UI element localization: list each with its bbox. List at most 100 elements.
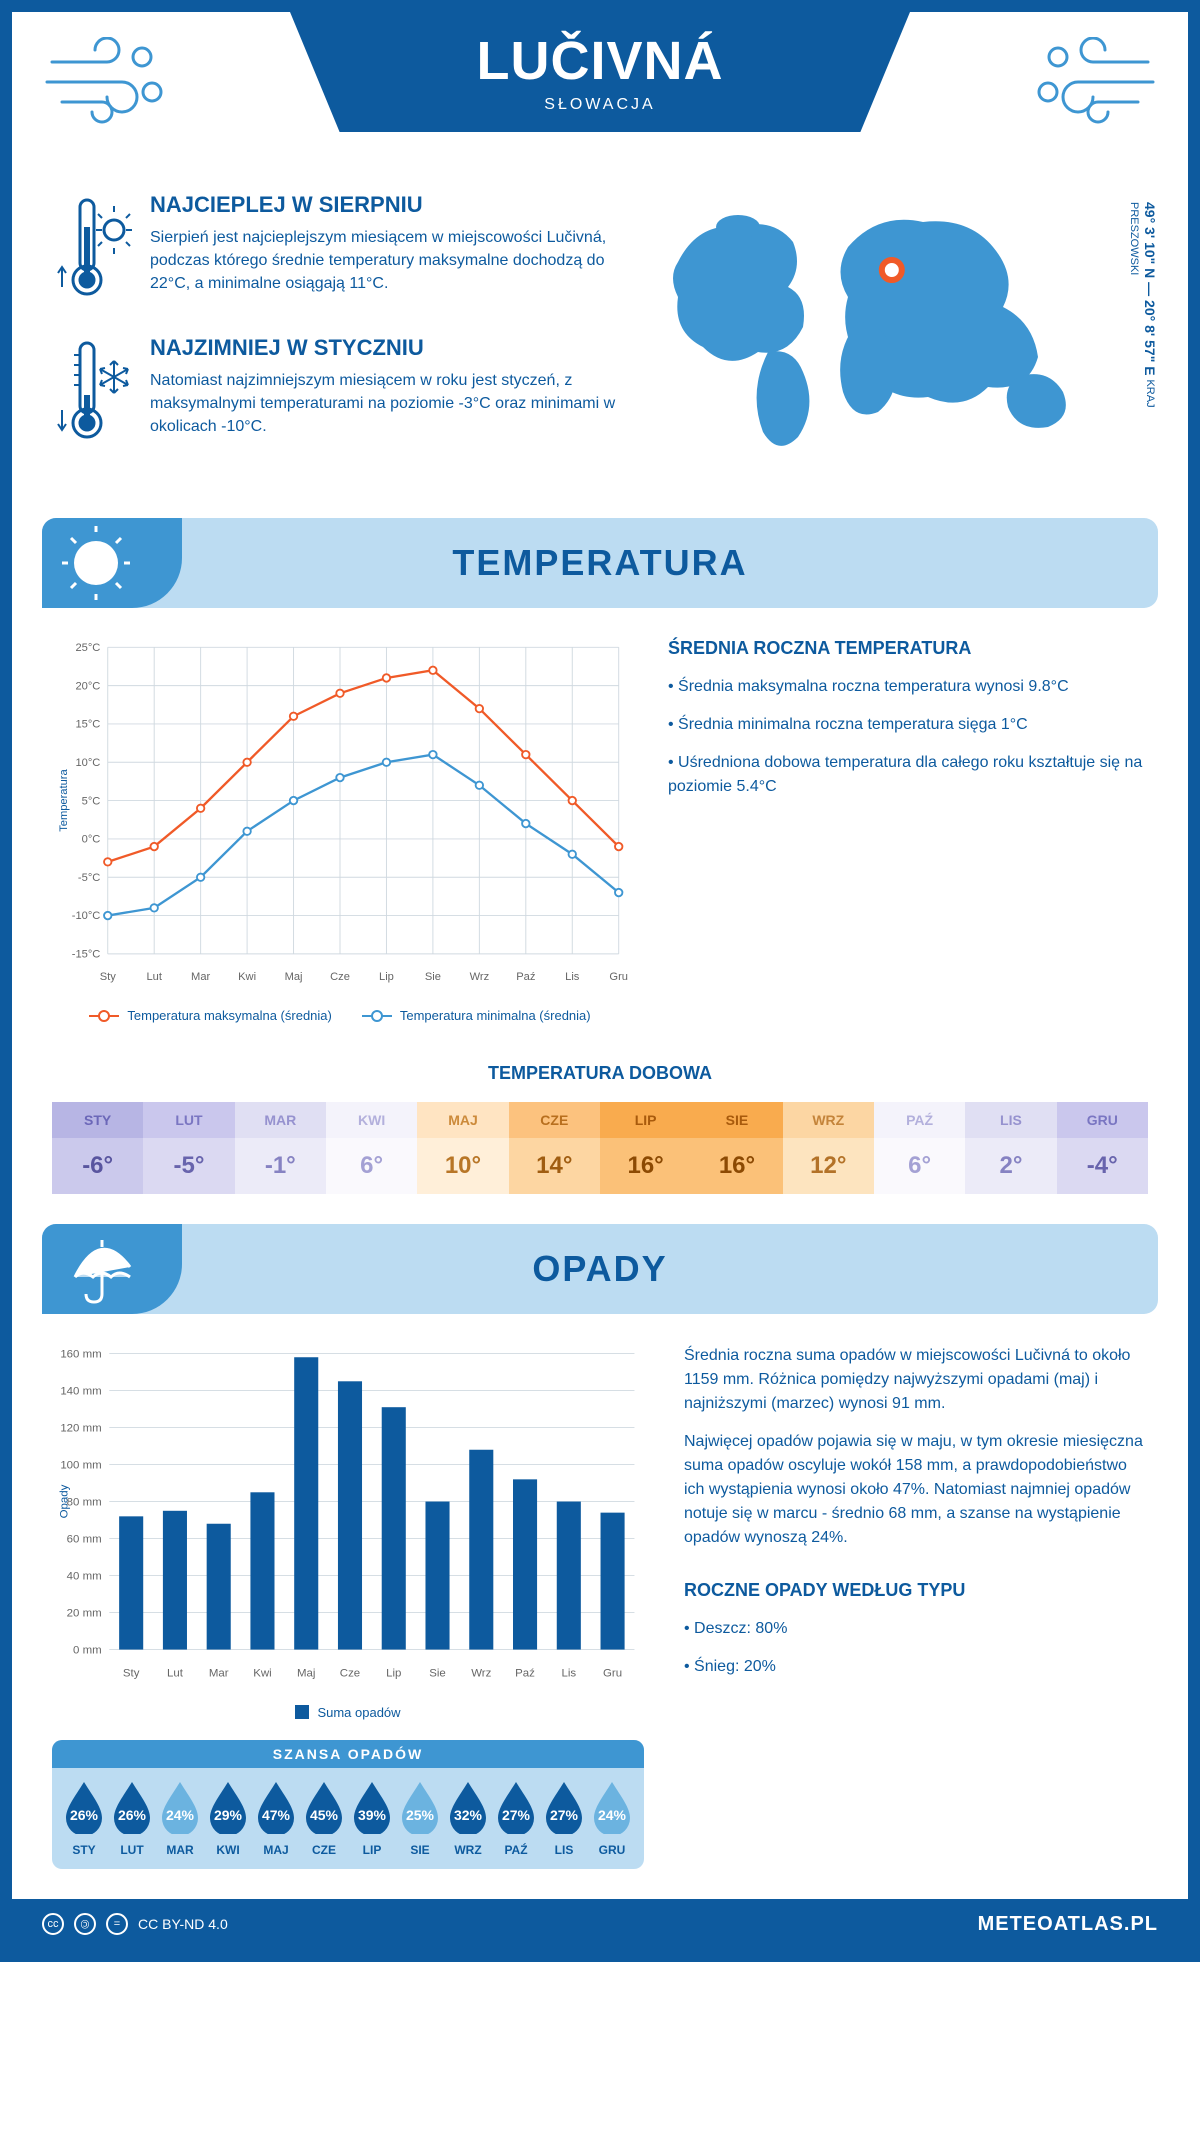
svg-text:Sty: Sty	[100, 971, 117, 983]
precip-legend-label: Suma opadów	[317, 1705, 400, 1720]
svg-text:25%: 25%	[406, 1807, 435, 1823]
footer: cc 🄯 = CC BY-ND 4.0 METEOATLAS.PL	[12, 1899, 1188, 1950]
svg-text:Sie: Sie	[425, 971, 441, 983]
drop-icon: 27%	[542, 1780, 586, 1834]
svg-text:Opady: Opady	[58, 1484, 70, 1518]
fact-hot-title: NAJCIEPLEJ W SIERPNIU	[150, 192, 618, 218]
types-title: ROCZNE OPADY WEDŁUG TYPU	[684, 1580, 1148, 1601]
svg-text:15°C: 15°C	[75, 719, 100, 731]
svg-text:60 mm: 60 mm	[67, 1533, 102, 1545]
month-cell: GRU -4°	[1057, 1102, 1148, 1194]
title-banner: LUČIVNÁ SŁOWACJA	[290, 12, 910, 132]
svg-text:Cze: Cze	[330, 971, 350, 983]
svg-text:27%: 27%	[550, 1807, 579, 1823]
svg-text:Maj: Maj	[285, 971, 303, 983]
precip-p2: Najwięcej opadów pojawia się w maju, w t…	[684, 1430, 1148, 1550]
precip-summary: Średnia roczna suma opadów w miejscowośc…	[684, 1344, 1148, 1869]
drop-icon: 26%	[62, 1780, 106, 1834]
svg-text:Lut: Lut	[146, 971, 162, 983]
drop-cell: 39% LIP	[350, 1780, 394, 1857]
svg-text:24%: 24%	[166, 1807, 195, 1823]
cc-icon: cc	[42, 1913, 64, 1935]
location-marker-icon	[882, 260, 902, 280]
chance-title: SZANSA OPADÓW	[52, 1740, 644, 1768]
month-cell: SIE 16°	[691, 1102, 782, 1194]
month-cell: PAŹ 6°	[874, 1102, 965, 1194]
drop-cell: 26% STY	[62, 1780, 106, 1857]
coords-text: 49° 3' 10" N — 20° 8' 57" E	[1142, 202, 1158, 376]
fact-cold-title: NAJZIMNIEJ W STYCZNIU	[150, 335, 618, 361]
svg-text:-5°C: -5°C	[78, 872, 100, 884]
by-icon: 🄯	[74, 1913, 96, 1935]
brand: METEOATLAS.PL	[978, 1913, 1158, 1936]
month-cell: LIS 2°	[965, 1102, 1056, 1194]
map-column: 49° 3' 10" N — 20° 8' 57" E KRAJ PRESZOW…	[648, 192, 1148, 478]
drop-icon: 27%	[494, 1780, 538, 1834]
drop-cell: 24% GRU	[590, 1780, 634, 1857]
drop-icon: 45%	[302, 1780, 346, 1834]
nd-icon: =	[106, 1913, 128, 1935]
wind-icon	[1028, 37, 1158, 132]
drop-icon: 24%	[158, 1780, 202, 1834]
drop-icon: 25%	[398, 1780, 442, 1834]
license: cc 🄯 = CC BY-ND 4.0	[42, 1913, 228, 1935]
drop-cell: 27% LIS	[542, 1780, 586, 1857]
precip-title: OPADY	[532, 1248, 667, 1290]
drop-cell: 26% LUT	[110, 1780, 154, 1857]
precip-chart: 0 mm20 mm40 mm60 mm80 mm100 mm120 mm140 …	[52, 1344, 644, 1688]
drop-icon: 24%	[590, 1780, 634, 1834]
month-cell: LUT -5°	[143, 1102, 234, 1194]
svg-text:-15°C: -15°C	[72, 949, 101, 961]
svg-text:Gru: Gru	[603, 1667, 622, 1679]
svg-text:20 mm: 20 mm	[67, 1607, 102, 1619]
svg-text:39%: 39%	[358, 1807, 387, 1823]
facts-column: NAJCIEPLEJ W SIERPNIU Sierpień jest najc…	[52, 192, 618, 478]
svg-text:Lip: Lip	[386, 1667, 401, 1679]
thermometer-hot-icon	[52, 192, 132, 307]
drop-icon: 39%	[350, 1780, 394, 1834]
page: LUČIVNÁ SŁOWACJA	[0, 0, 1200, 1962]
legend-item: .legend-marker[style*='#f05a28']::after{…	[89, 1008, 331, 1023]
drop-cell: 45% CZE	[302, 1780, 346, 1857]
svg-text:Mar: Mar	[191, 971, 210, 983]
drop-cell: 47% MAJ	[254, 1780, 298, 1857]
umbrella-icon	[60, 1232, 140, 1311]
types-list: Deszcz: 80%Śnieg: 20%	[684, 1617, 1148, 1679]
svg-text:Sty: Sty	[123, 1667, 140, 1679]
svg-text:Maj: Maj	[297, 1667, 315, 1679]
world-map	[648, 192, 1108, 452]
summary-title: ŚREDNIA ROCZNA TEMPERATURA	[668, 638, 1148, 659]
bullet: Średnia maksymalna roczna temperatura wy…	[668, 675, 1148, 699]
drop-icon: 29%	[206, 1780, 250, 1834]
svg-text:0 mm: 0 mm	[73, 1644, 102, 1656]
month-cell: MAR -1°	[235, 1102, 326, 1194]
intro: NAJCIEPLEJ W SIERPNIU Sierpień jest najc…	[12, 192, 1188, 508]
svg-text:Gru: Gru	[609, 971, 628, 983]
fact-hot-text: Sierpień jest najcieplejszym miesiącem w…	[150, 226, 618, 296]
drop-icon: 32%	[446, 1780, 490, 1834]
svg-text:Kwi: Kwi	[238, 971, 256, 983]
svg-text:Lip: Lip	[379, 971, 394, 983]
svg-text:Paź: Paź	[515, 1667, 535, 1679]
summary-bullets: Średnia maksymalna roczna temperatura wy…	[668, 675, 1148, 799]
svg-text:5°C: 5°C	[82, 795, 101, 807]
drop-icon: 26%	[110, 1780, 154, 1834]
svg-text:100 mm: 100 mm	[60, 1459, 101, 1471]
precip-legend: Suma opadów	[52, 1705, 644, 1720]
sun-icon	[60, 526, 140, 605]
month-cell: WRZ 12°	[783, 1102, 874, 1194]
page-title: LUČIVNÁ	[380, 30, 820, 92]
page-subtitle: SŁOWACJA	[380, 96, 820, 114]
daily-temp-table: STY -6° LUT -5° MAR -1° KWI 6° MAJ 10° C…	[52, 1102, 1148, 1194]
precip-section-header: OPADY	[42, 1224, 1158, 1314]
svg-text:Wrz: Wrz	[471, 1667, 491, 1679]
month-cell: MAJ 10°	[417, 1102, 508, 1194]
drops-row: 26% STY 26% LUT 24% MAR 29% KWI	[52, 1768, 644, 1869]
svg-text:47%: 47%	[262, 1807, 291, 1823]
month-cell: LIP 16°	[600, 1102, 691, 1194]
coordinates: 49° 3' 10" N — 20° 8' 57" E KRAJ PRESZOW…	[1126, 202, 1158, 478]
fact-cold-text: Natomiast najzimniejszym miesiącem w rok…	[150, 369, 618, 439]
svg-text:Lis: Lis	[561, 1667, 576, 1679]
svg-text:Lut: Lut	[167, 1667, 184, 1679]
svg-text:160 mm: 160 mm	[60, 1348, 101, 1360]
